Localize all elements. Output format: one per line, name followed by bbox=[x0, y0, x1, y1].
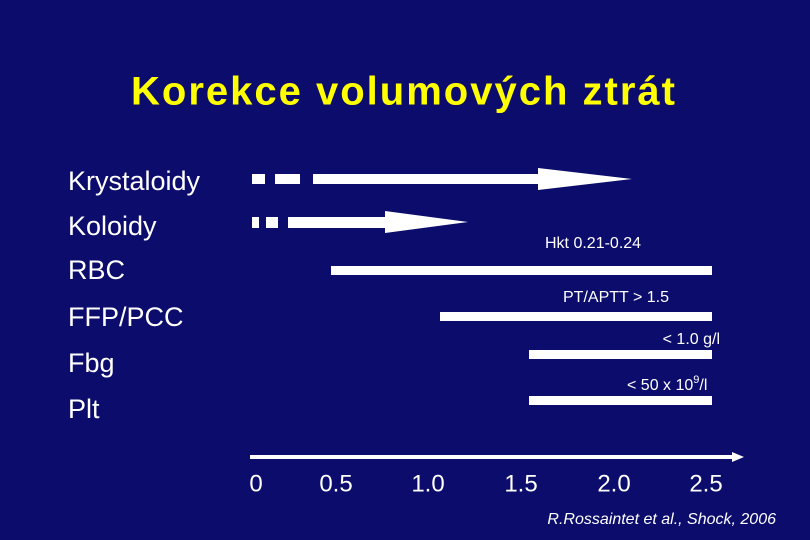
dash bbox=[275, 174, 300, 184]
arrow-head bbox=[538, 168, 632, 190]
dash bbox=[252, 174, 265, 184]
axis-label: 0 bbox=[249, 470, 262, 497]
annotations: Hkt 0.21-0.24 PT/APTT > 1.5 < 1.0 g/l < … bbox=[545, 235, 720, 394]
axis-label: 2.5 bbox=[689, 470, 722, 497]
annotation-part: /l bbox=[699, 377, 707, 394]
axis-label: 1.5 bbox=[504, 470, 537, 497]
annotation-sup: 9 bbox=[693, 374, 699, 386]
bar bbox=[529, 350, 712, 359]
bar bbox=[331, 266, 712, 275]
axis-label: 0.5 bbox=[319, 470, 352, 497]
dash bbox=[252, 217, 259, 228]
annotation: Hkt 0.21-0.24 bbox=[545, 235, 641, 252]
bars bbox=[252, 168, 712, 405]
title: Korekce volumových ztrát bbox=[131, 70, 677, 114]
annotation-part: < 50 x 10 bbox=[627, 377, 693, 394]
row-label: Krystaloidy bbox=[68, 166, 201, 196]
axis-label: 2.0 bbox=[597, 470, 630, 497]
row-label: Plt bbox=[68, 394, 100, 424]
annotation: PT/APTT > 1.5 bbox=[563, 289, 669, 306]
axis-label: 1.0 bbox=[411, 470, 444, 497]
citation: R.Rossaintet et al., Shock, 2006 bbox=[547, 511, 776, 528]
row-label: FFP/PCC bbox=[68, 302, 184, 332]
arrow-shaft bbox=[288, 217, 388, 228]
row-labels: Krystaloidy Koloidy RBC FFP/PCC Fbg Plt bbox=[68, 166, 201, 424]
arrow-head bbox=[385, 211, 468, 233]
axis-line bbox=[250, 455, 734, 459]
row-label: Koloidy bbox=[68, 211, 157, 241]
annotation: < 1.0 g/l bbox=[663, 331, 720, 348]
row-label: RBC bbox=[68, 255, 125, 285]
dash bbox=[266, 217, 278, 228]
axis-arrow bbox=[732, 452, 744, 462]
arrow-shaft bbox=[313, 174, 543, 184]
bar bbox=[529, 396, 712, 405]
bar bbox=[440, 312, 712, 321]
axis: 0 0.5 1.0 1.5 2.0 2.5 bbox=[249, 452, 744, 497]
annotation: < 50 x 109/l bbox=[627, 374, 707, 394]
row-label: Fbg bbox=[68, 348, 115, 378]
